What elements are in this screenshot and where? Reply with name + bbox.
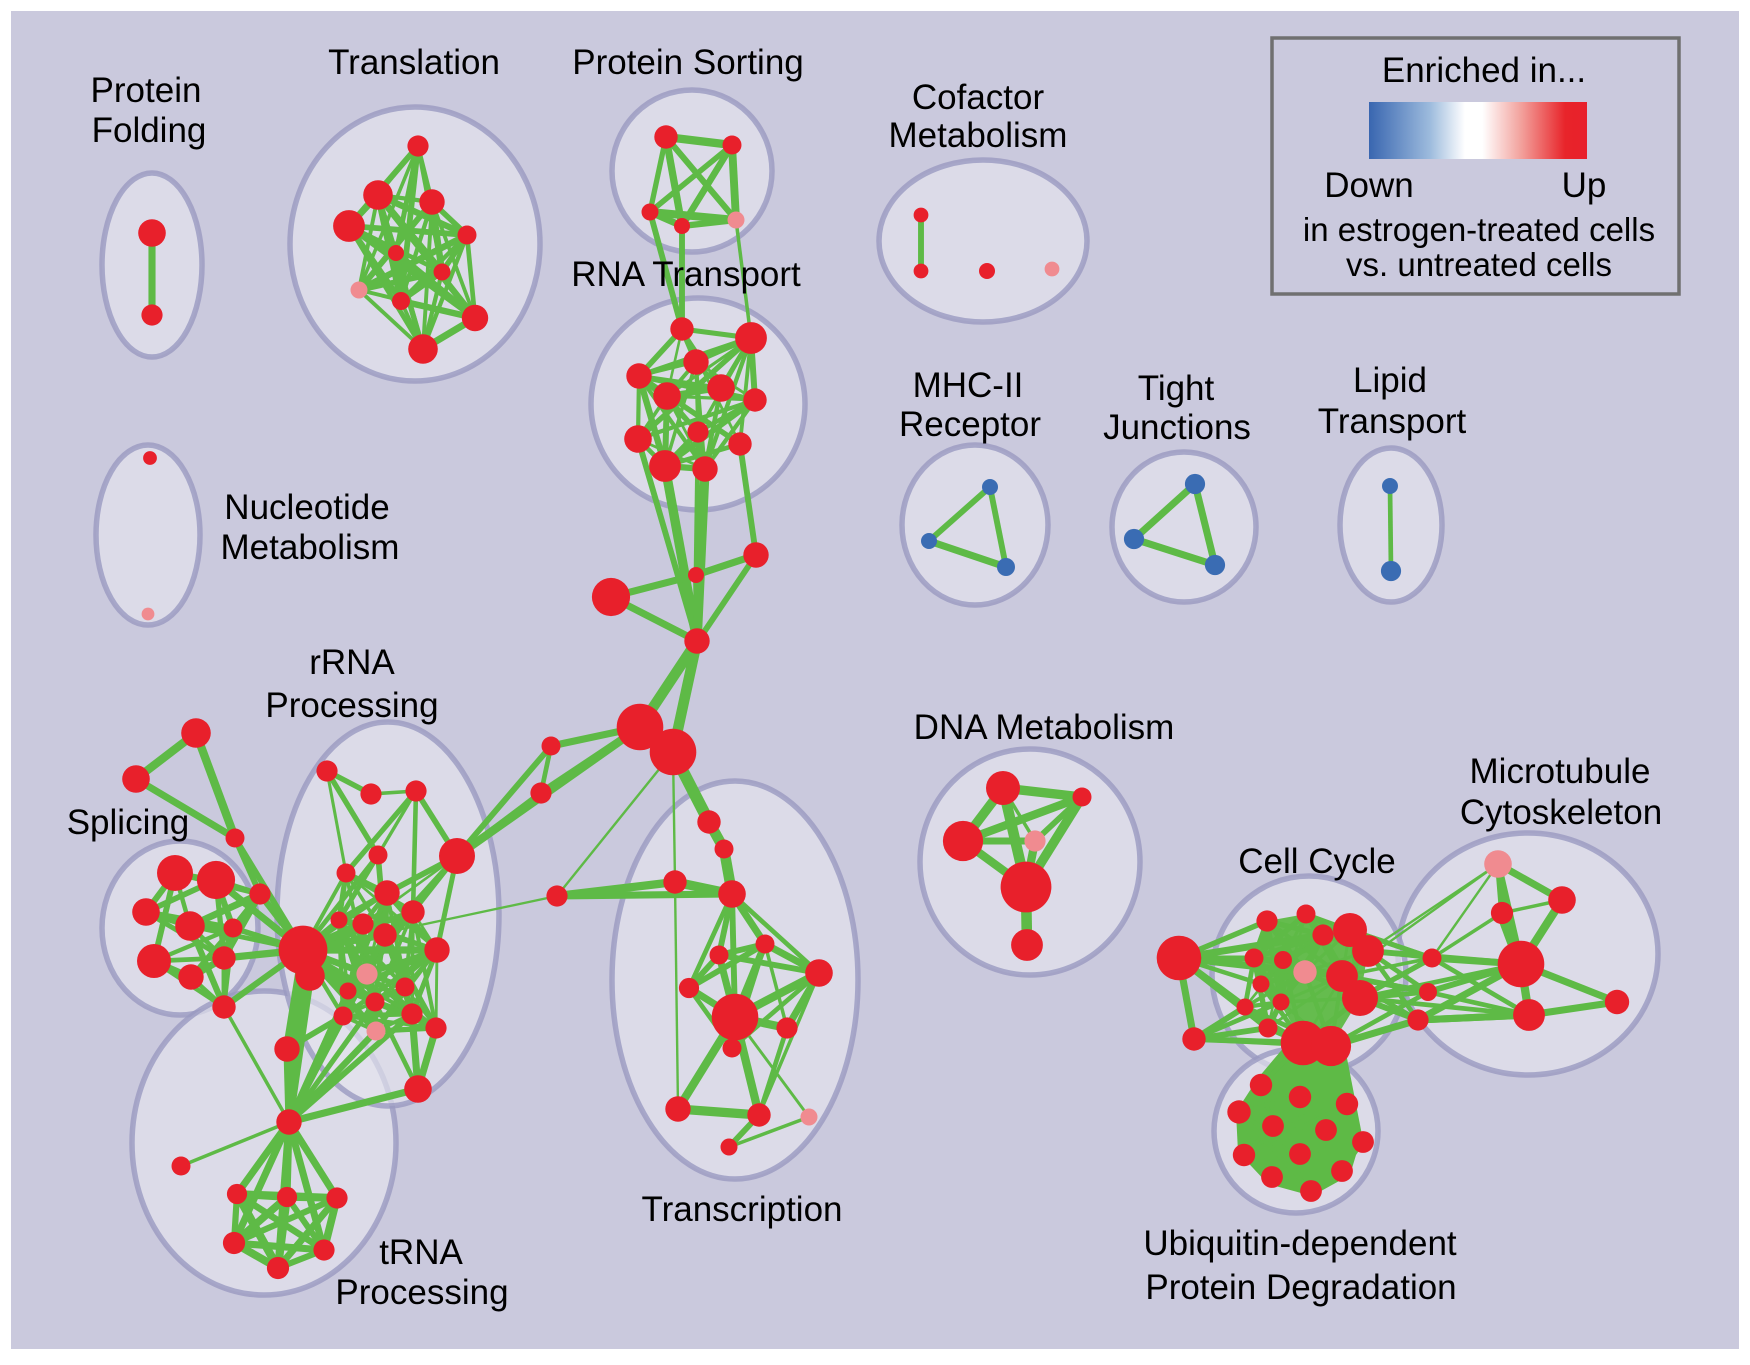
svg-text:MHC-II: MHC-II xyxy=(913,366,1024,405)
svg-text:Down: Down xyxy=(1324,166,1413,205)
svg-text:Receptor: Receptor xyxy=(899,405,1041,444)
svg-text:Metabolism: Metabolism xyxy=(889,116,1068,155)
svg-text:Protein Sorting: Protein Sorting xyxy=(572,43,804,82)
svg-text:Enriched in...: Enriched in... xyxy=(1382,51,1586,90)
svg-text:Nucleotide: Nucleotide xyxy=(224,488,389,527)
svg-text:Folding: Folding xyxy=(92,111,207,150)
svg-text:tRNA: tRNA xyxy=(379,1233,463,1272)
svg-text:in estrogen-treated cells: in estrogen-treated cells xyxy=(1303,211,1655,248)
svg-text:Protein Degradation: Protein Degradation xyxy=(1145,1268,1456,1307)
svg-text:Cofactor: Cofactor xyxy=(912,78,1045,117)
svg-text:Processing: Processing xyxy=(265,686,438,725)
svg-text:Translation: Translation xyxy=(328,43,500,82)
svg-text:Cell Cycle: Cell Cycle xyxy=(1238,842,1396,881)
svg-text:vs. untreated cells: vs. untreated cells xyxy=(1346,246,1612,283)
svg-text:Lipid: Lipid xyxy=(1353,361,1427,400)
svg-text:Microtubule: Microtubule xyxy=(1470,752,1651,791)
svg-text:Junctions: Junctions xyxy=(1103,408,1251,447)
svg-text:Transport: Transport xyxy=(1318,402,1467,441)
svg-text:Metabolism: Metabolism xyxy=(221,528,400,567)
svg-text:Up: Up xyxy=(1562,166,1607,205)
svg-text:RNA Transport: RNA Transport xyxy=(571,255,801,294)
svg-text:DNA Metabolism: DNA Metabolism xyxy=(914,708,1175,747)
svg-text:rRNA: rRNA xyxy=(309,643,395,682)
svg-text:Tight: Tight xyxy=(1138,369,1215,408)
svg-text:Protein: Protein xyxy=(91,71,202,110)
svg-text:Ubiquitin-dependent: Ubiquitin-dependent xyxy=(1143,1224,1457,1263)
svg-text:Transcription: Transcription xyxy=(642,1190,843,1229)
svg-text:Processing: Processing xyxy=(335,1273,508,1312)
svg-text:Cytoskeleton: Cytoskeleton xyxy=(1460,793,1662,832)
svg-text:Splicing: Splicing xyxy=(67,803,190,842)
